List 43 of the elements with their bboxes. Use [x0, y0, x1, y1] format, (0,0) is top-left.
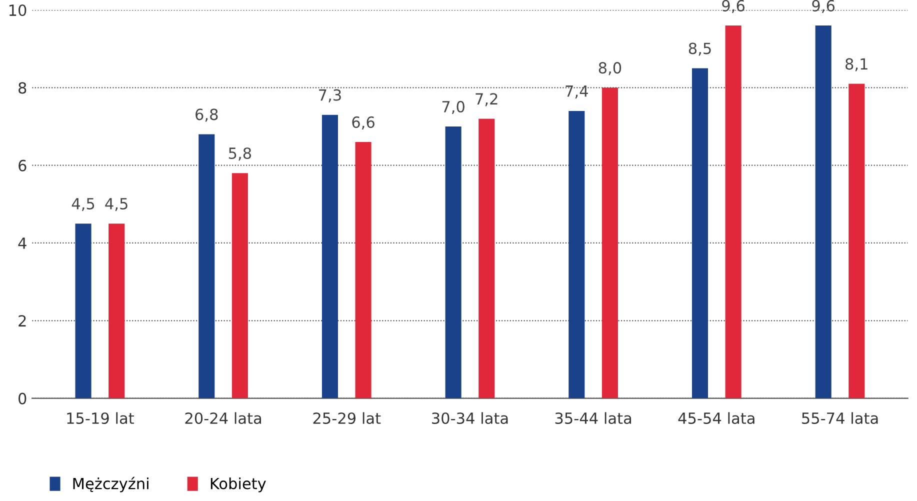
y-tick-label: 2: [18, 315, 26, 326]
x-tick-label: 35-44 lata: [555, 412, 632, 424]
data-label: 8,5: [688, 42, 711, 56]
bar: [602, 88, 618, 398]
data-label: 7,4: [566, 86, 588, 98]
bar: [108, 224, 125, 398]
data-label: 4,5: [72, 198, 94, 212]
data-label: 7,3: [319, 89, 341, 102]
x-tick-label: 25-29 lat: [313, 412, 381, 424]
y-tick-label: 6: [18, 160, 26, 172]
x-tick-label: 30-34 lata: [432, 412, 508, 424]
legend-label: Mężczyźni: [73, 476, 148, 492]
bar: [725, 26, 742, 398]
bar: [445, 126, 462, 398]
data-label: 7,2: [476, 93, 498, 106]
bar: [198, 134, 215, 398]
legend-label: Kobiety: [210, 477, 266, 492]
data-label: 5,8: [228, 147, 252, 161]
x-tick-label: 55-74 lata: [802, 412, 878, 424]
bar: [815, 26, 832, 398]
data-label: 8,1: [846, 58, 868, 72]
data-label: 9,6: [722, 0, 744, 14]
data-label: 6,6: [352, 116, 374, 130]
bar: [322, 114, 338, 398]
data-label: 4,5: [105, 198, 128, 212]
data-label: 9,6: [812, 0, 835, 14]
y-tick-label: 8: [18, 82, 26, 94]
y-tick-label: 0: [18, 392, 26, 404]
y-tick-label: 10: [9, 4, 26, 16]
x-tick-label: 15-19 lat: [67, 412, 134, 424]
bar: [692, 68, 708, 398]
bar: [75, 224, 92, 398]
x-tick-label: 20-24 lata: [185, 412, 261, 424]
data-label: 7,0: [442, 100, 464, 114]
y-tick-label: 4: [18, 238, 26, 249]
data-label: 6,8: [196, 108, 218, 122]
bar: [478, 118, 495, 398]
x-tick-label: 45-54 lata: [678, 412, 754, 424]
data-label: 8,0: [598, 62, 622, 76]
bar: [848, 84, 865, 398]
bar: [355, 142, 372, 398]
bar: [232, 173, 248, 398]
bar: [568, 110, 585, 398]
